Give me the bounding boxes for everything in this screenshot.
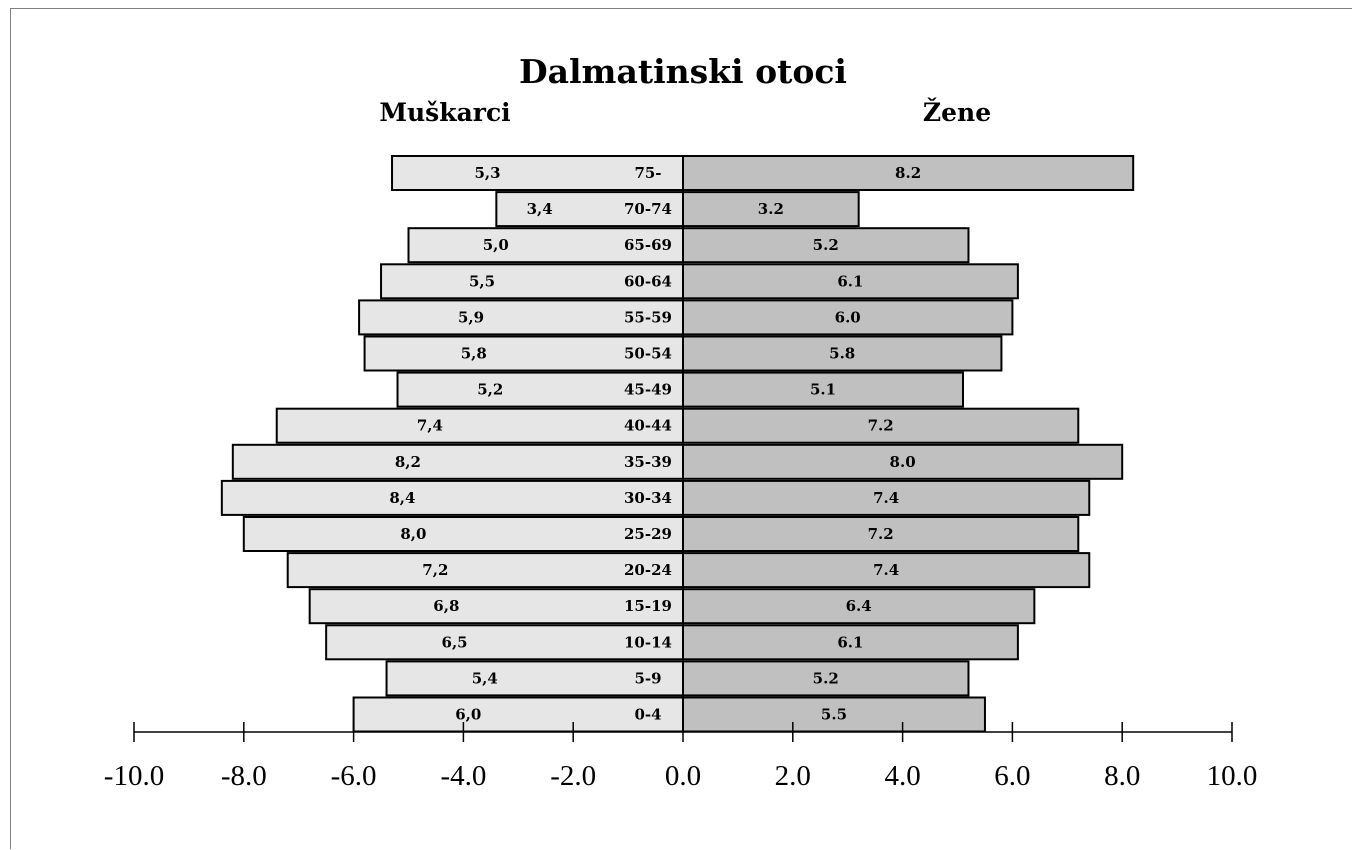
x-tick-label: 6.0 (994, 760, 1030, 792)
age-group-label: 70-74 (624, 200, 672, 218)
female-value-label: 5.8 (829, 345, 855, 363)
chart-title: Dalmatinski otoci (519, 52, 847, 91)
male-bar (352, 696, 684, 733)
male-bar (220, 479, 684, 516)
age-group-label: 35-39 (624, 453, 672, 471)
age-group-label: 55-59 (624, 308, 672, 326)
female-bar (682, 624, 1019, 661)
male-bar (286, 552, 684, 589)
female-bar (682, 335, 1003, 372)
male-bar (391, 155, 684, 191)
x-tick-label: -6.0 (331, 760, 377, 792)
x-tick-label: 0.0 (665, 760, 701, 792)
male-value-label: 8,4 (389, 489, 415, 507)
female-bar (682, 155, 1135, 191)
female-bar (682, 696, 986, 733)
female-bar (682, 516, 1080, 552)
female-bar (682, 588, 1036, 625)
female-value-label: 5.1 (810, 381, 836, 399)
male-value-label: 7,2 (422, 561, 448, 579)
x-tick-label: 10.0 (1207, 760, 1258, 792)
male-bar (385, 660, 684, 697)
age-group-label: 45-49 (624, 381, 672, 399)
female-label: Žene (923, 98, 991, 127)
age-group-label: 15-19 (624, 597, 672, 615)
female-value-label: 5.2 (813, 236, 839, 254)
female-value-label: 7.2 (868, 417, 894, 435)
male-value-label: 6,0 (455, 706, 481, 724)
male-value-label: 7,4 (417, 417, 443, 435)
male-value-label: 6,5 (442, 633, 468, 651)
male-label: Muškarci (379, 98, 510, 127)
male-value-label: 5,4 (472, 669, 498, 687)
female-bar (682, 660, 970, 697)
male-bar (275, 407, 684, 444)
male-value-label: 5,5 (469, 272, 495, 290)
female-value-label: 5.2 (813, 669, 839, 687)
female-bar (682, 191, 860, 228)
female-bar (682, 227, 970, 264)
bars-group: 5,3 75- 8.2 3,4 70-74 3.2 5,0 65-69 5.2 5,5 60-64 6… (220, 155, 1135, 733)
female-bar (682, 443, 1124, 480)
male-value-label: 5,0 (483, 236, 509, 254)
female-value-label: 7.4 (873, 489, 899, 507)
male-bar (325, 624, 684, 661)
female-bar (682, 479, 1091, 516)
female-value-label: 6.1 (837, 272, 863, 290)
age-group-label: 10-14 (624, 633, 672, 651)
female-value-label: 5.5 (821, 706, 847, 724)
female-bar (682, 371, 964, 408)
x-tick-label: -2.0 (550, 760, 596, 792)
x-tick-label: 8.0 (1104, 760, 1140, 792)
x-axis: -10.0 -8.0 -6.0 -4.0 -2.0 0.0 2.0 4.0 6.0 8.0 10.0 (104, 722, 1258, 792)
age-group-label: 40-44 (624, 417, 672, 435)
x-tick-label: 2.0 (775, 760, 811, 792)
x-tick-label: -8.0 (221, 760, 267, 792)
female-value-label: 7.2 (868, 525, 894, 543)
female-bar (682, 263, 1019, 300)
male-value-label: 5,2 (477, 381, 503, 399)
male-bar (242, 516, 685, 552)
female-value-label: 8.2 (895, 164, 921, 182)
age-group-label: 25-29 (624, 525, 672, 543)
male-value-label: 3,4 (527, 200, 553, 218)
x-tick-label: 4.0 (884, 760, 920, 792)
age-group-label: 65-69 (624, 236, 672, 254)
female-value-label: 6.0 (835, 308, 861, 326)
male-value-label: 8,0 (400, 525, 426, 543)
x-tick-label: -10.0 (104, 760, 164, 792)
female-value-label: 8.0 (890, 453, 916, 471)
age-group-label: 60-64 (624, 272, 672, 290)
x-tick-label: -4.0 (440, 760, 486, 792)
male-value-label: 5,8 (461, 345, 487, 363)
age-group-label: 20-24 (624, 561, 672, 579)
female-value-label: 6.4 (846, 597, 872, 615)
age-group-label: 50-54 (624, 345, 672, 363)
male-value-label: 8,2 (395, 453, 421, 471)
age-group-label: 0-4 (634, 706, 661, 724)
male-bar (308, 588, 684, 625)
female-value-label: 7.4 (873, 561, 899, 579)
age-group-label: 75- (634, 164, 661, 182)
age-group-label: 5-9 (634, 669, 661, 687)
male-value-label: 6,8 (433, 597, 459, 615)
age-group-label: 30-34 (624, 489, 672, 507)
female-bar (682, 552, 1091, 589)
female-bar (682, 407, 1080, 444)
male-value-label: 5,3 (474, 164, 500, 182)
female-value-label: 6.1 (837, 633, 863, 651)
female-value-label: 3.2 (758, 200, 784, 218)
chart-frame (10, 8, 1352, 849)
male-bar (231, 443, 684, 480)
female-bar (682, 299, 1014, 336)
male-value-label: 5,9 (458, 308, 484, 326)
